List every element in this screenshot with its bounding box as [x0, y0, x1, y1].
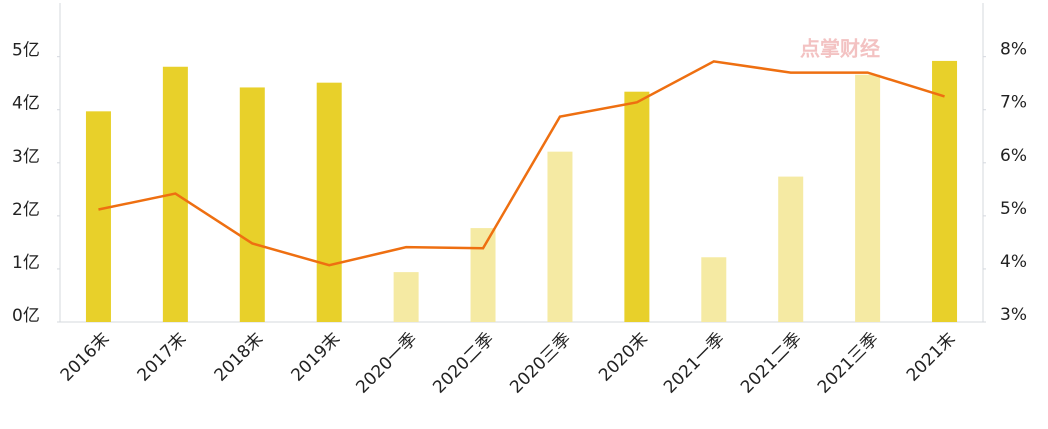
bar — [393, 272, 419, 322]
x-tick-label: 2020三季 — [506, 329, 575, 398]
x-tick-label: 2019末 — [288, 329, 345, 386]
x-tick-label: 2017末 — [134, 329, 191, 386]
y-tick-label: 4亿 — [12, 94, 40, 114]
bar — [85, 111, 111, 322]
y-tick-label: 5亿 — [12, 41, 40, 61]
bar — [932, 60, 958, 323]
bar — [547, 151, 573, 322]
x-tick-label: 2021三季 — [814, 329, 883, 398]
y2-tick-label: 4% — [1000, 252, 1027, 272]
y2-tick-label: 6% — [1000, 146, 1027, 166]
x-tick-label: 2020二季 — [429, 329, 498, 398]
bar — [239, 87, 265, 322]
line — [98, 60, 945, 267]
bar — [624, 91, 650, 322]
bar — [316, 82, 342, 322]
bar — [701, 257, 727, 322]
bar — [778, 176, 804, 322]
y2-tick-label: 8% — [1000, 40, 1027, 60]
y2-tick-label: 3% — [1000, 305, 1027, 325]
x-tick-label: 2021末 — [903, 329, 960, 386]
bar — [855, 74, 881, 322]
y2-tick-label: 5% — [1000, 199, 1027, 219]
x-tick-label: 2020末 — [595, 329, 652, 386]
y-tick-label: 3亿 — [12, 147, 40, 167]
bar — [470, 228, 496, 322]
x-tick-label: 2020一季 — [352, 329, 421, 398]
x-tick-label: 2021二季 — [737, 329, 806, 398]
x-tick-label: 2016末 — [57, 329, 114, 386]
y-tick-label: 1亿 — [12, 253, 40, 273]
x-tick-label: 2021一季 — [660, 329, 729, 398]
y2-tick-label: 7% — [1000, 93, 1027, 113]
x-tick-label: 2018末 — [211, 329, 268, 386]
y-tick-label: 0亿 — [12, 306, 40, 326]
watermark: 点掌财经 — [800, 37, 880, 61]
y-tick-label: 2亿 — [12, 200, 40, 220]
